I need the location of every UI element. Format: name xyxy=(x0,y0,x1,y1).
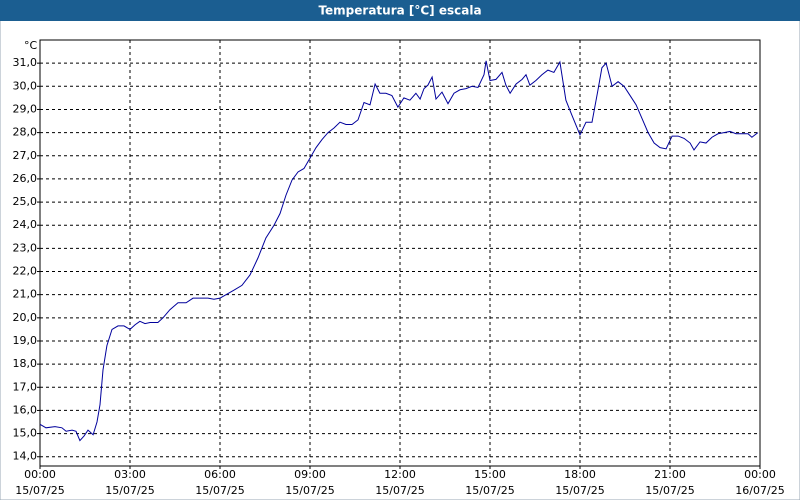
y-tick-label: 26,0 xyxy=(13,172,38,185)
title-bar xyxy=(0,0,800,21)
x-tick-label: 00:00 xyxy=(24,468,56,481)
y-tick-label: 19,0 xyxy=(13,334,38,347)
y-tick-label: 25,0 xyxy=(13,195,38,208)
x-tick-date: 15/07/25 xyxy=(105,484,154,497)
y-tick-label: 18,0 xyxy=(13,357,38,370)
x-tick-date: 16/07/25 xyxy=(735,484,784,497)
y-tick-label: 31,0 xyxy=(13,56,38,69)
y-tick-label: 17,0 xyxy=(13,380,38,393)
y-tick-label: 22,0 xyxy=(13,265,38,278)
x-tick-date: 15/07/25 xyxy=(195,484,244,497)
y-tick-label: 28,0 xyxy=(13,126,38,139)
y-tick-label: 20,0 xyxy=(13,311,38,324)
x-tick-label: 03:00 xyxy=(114,468,146,481)
y-unit-label: °C xyxy=(24,39,38,52)
chart-title: Temperatura [°C] escala xyxy=(318,4,481,18)
y-tick-label: 23,0 xyxy=(13,241,38,254)
x-tick-label: 09:00 xyxy=(294,468,326,481)
x-tick-date: 15/07/25 xyxy=(15,484,64,497)
x-tick-date: 15/07/25 xyxy=(285,484,334,497)
x-tick-date: 15/07/25 xyxy=(645,484,694,497)
x-tick-label: 00:00 xyxy=(744,468,776,481)
y-tick-label: 27,0 xyxy=(13,149,38,162)
x-tick-label: 15:00 xyxy=(474,468,506,481)
x-tick-date: 15/07/25 xyxy=(465,484,514,497)
x-tick-label: 18:00 xyxy=(564,468,596,481)
y-tick-label: 14,0 xyxy=(13,450,38,463)
x-tick-date: 15/07/25 xyxy=(555,484,604,497)
y-tick-label: 29,0 xyxy=(13,102,38,115)
x-tick-label: 12:00 xyxy=(384,468,416,481)
y-tick-label: 30,0 xyxy=(13,79,38,92)
x-tick-date: 15/07/25 xyxy=(375,484,424,497)
line-series xyxy=(39,60,759,442)
x-tick-label: 21:00 xyxy=(654,468,686,481)
y-tick-label: 15,0 xyxy=(13,427,38,440)
y-tick-label: 24,0 xyxy=(13,218,38,231)
x-tick-label: 06:00 xyxy=(204,468,236,481)
y-tick-label: 21,0 xyxy=(13,288,38,301)
y-tick-label: 16,0 xyxy=(13,403,38,416)
